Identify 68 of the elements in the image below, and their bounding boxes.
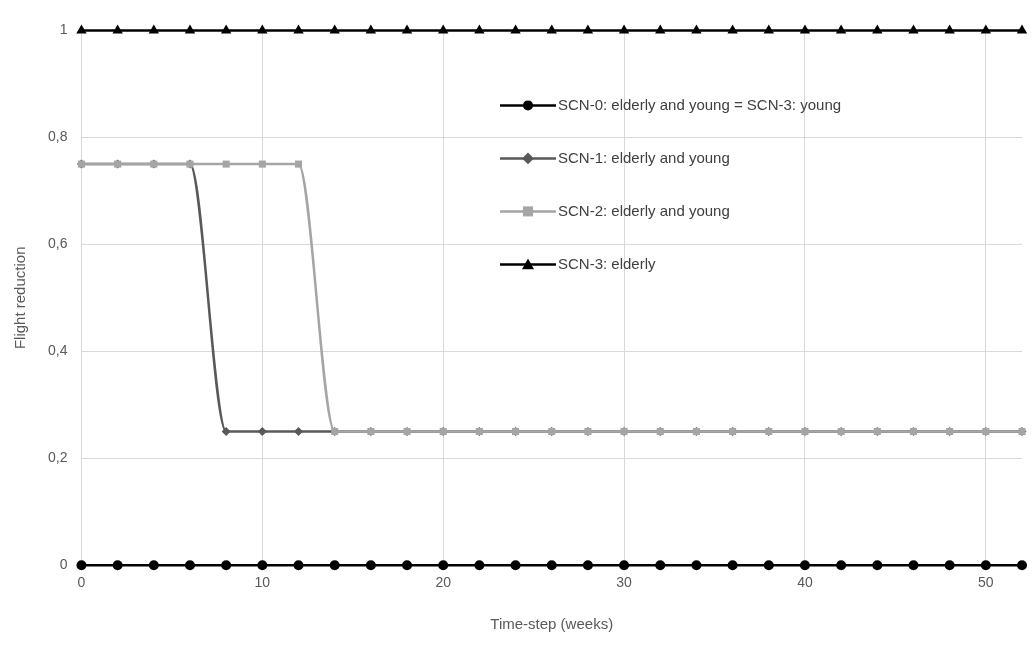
point <box>727 24 738 34</box>
y-tick-label: 0 <box>59 556 68 573</box>
point <box>619 560 630 571</box>
point <box>365 24 377 34</box>
point <box>510 24 521 34</box>
point <box>221 427 231 436</box>
point <box>908 24 919 34</box>
point <box>293 560 304 571</box>
point <box>402 560 413 571</box>
legend-label: SCN-1: elderly and young <box>558 148 730 166</box>
point <box>258 160 266 168</box>
point <box>257 560 268 571</box>
y-tick-label: 1 <box>59 21 68 38</box>
point <box>980 560 991 571</box>
y-tick-label: 0,6 <box>47 235 68 252</box>
point <box>184 24 196 34</box>
point <box>655 560 666 571</box>
point <box>872 24 883 34</box>
point <box>727 560 738 571</box>
point <box>365 560 376 571</box>
y-axis-title: Flight reduction <box>11 246 29 350</box>
point <box>1017 560 1027 571</box>
y-tick-label: 0,2 <box>47 449 68 466</box>
point <box>474 560 485 571</box>
x-tick-label: 50 <box>978 574 994 591</box>
point <box>908 560 919 571</box>
point <box>1016 24 1028 34</box>
point <box>546 24 557 34</box>
point <box>799 560 810 571</box>
point <box>691 24 702 34</box>
x-tick-label: 40 <box>797 574 813 591</box>
point <box>76 24 87 34</box>
point <box>836 560 847 571</box>
point <box>76 560 87 571</box>
point <box>546 560 557 571</box>
x-tick-label: 20 <box>435 574 452 591</box>
point <box>835 24 847 34</box>
point <box>510 560 521 571</box>
x-tick-label: 10 <box>254 574 271 591</box>
point <box>799 24 811 34</box>
point <box>293 24 304 34</box>
x-axis-title: Time-step (weeks) <box>490 615 614 633</box>
legend-label: SCN-3: elderly <box>558 254 657 272</box>
point <box>582 560 593 571</box>
point <box>148 560 159 571</box>
point <box>691 560 702 571</box>
point <box>763 560 774 571</box>
legend-label: SCN-2: elderly and young <box>558 201 730 219</box>
point <box>184 560 195 571</box>
point <box>221 560 232 571</box>
point <box>257 427 267 436</box>
x-tick-label: 30 <box>616 574 633 591</box>
y-tick-label: 0,8 <box>47 128 68 145</box>
x-tick-label: 0 <box>77 574 86 591</box>
y-tick-label: 0,4 <box>47 342 68 359</box>
point <box>582 24 594 34</box>
point <box>980 24 992 34</box>
point <box>112 560 123 571</box>
point <box>220 24 232 34</box>
legend-label: SCN-0: elderly and young = SCN-3: young <box>558 95 842 113</box>
point <box>618 24 630 34</box>
point <box>222 160 230 168</box>
point <box>401 24 413 34</box>
point <box>294 160 303 168</box>
point <box>329 560 340 571</box>
point <box>438 560 449 571</box>
point <box>944 560 955 571</box>
point <box>872 560 883 571</box>
